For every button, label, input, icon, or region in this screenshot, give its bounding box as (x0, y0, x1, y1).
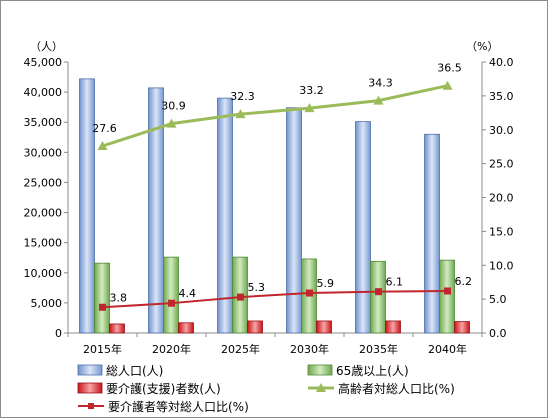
x-tick-label: 2030年 (290, 342, 329, 356)
legend-label-care-ratio: 要介護者等対総人口比(%) (108, 399, 249, 414)
bar-total-population (286, 107, 302, 334)
y-left-tick-label: 0 (55, 327, 62, 340)
legend-label-care-recipients: 要介護(支援)者数(人) (106, 381, 221, 396)
y-right-tick-label: 25.0 (489, 158, 514, 171)
marker-care-ratio (375, 288, 382, 296)
bar-65-plus (163, 256, 179, 334)
bar-care-recipients (316, 320, 332, 334)
bar-care-recipients (385, 320, 401, 334)
marker-elderly-ratio (442, 80, 453, 90)
y-right-tick-label: 20.0 (489, 192, 514, 205)
bar-total-population (148, 87, 164, 334)
y-left-tick-label: 15,000 (24, 237, 63, 250)
legend-swatch-65-plus (307, 364, 333, 376)
marker-care-ratio (306, 289, 313, 297)
x-ticks: 2015年 2020年 2025年 2030年 2035年 2040年 (67, 333, 483, 356)
bar-care-recipients (109, 323, 125, 334)
y-left-unit: （人） (30, 40, 63, 53)
line-care-ratio (102, 289, 448, 309)
legend-swatch-total-population (77, 364, 103, 376)
marker-care-ratio (168, 299, 175, 307)
y-left-tick-label: 40,000 (24, 86, 63, 99)
y-right-tick-label: 40.0 (489, 56, 514, 69)
data-label-elderly-ratio: 36.5 (437, 62, 462, 75)
bar-total-population (424, 133, 440, 334)
y-left-tick-label: 35,000 (24, 116, 63, 129)
marker-elderly-ratio (235, 109, 246, 119)
bar-65-plus (94, 262, 110, 334)
data-label-elderly-ratio: 27.6 (92, 122, 117, 135)
y-left-tick-label: 45,000 (24, 56, 63, 69)
x-tick-label: 2015年 (83, 342, 122, 356)
y-right-tick-label: 30.0 (489, 124, 514, 137)
y-right-tick-label: 35.0 (489, 90, 514, 103)
bar-care-recipients (247, 320, 263, 334)
bar-care-recipients (454, 321, 470, 334)
marker-elderly-ratio (97, 141, 108, 151)
data-label-care-ratio: 5.3 (248, 281, 266, 294)
bar-care-recipients (178, 322, 194, 334)
data-label-elderly-ratio: 32.3 (230, 90, 255, 103)
legend: 総人口(人) 65歳以上(人) 要介護(支援)者数(人) 高齢者対総人口比(%)… (77, 364, 455, 414)
data-label-care-ratio: 6.2 (455, 275, 473, 288)
marker-care-ratio (99, 303, 106, 311)
marker-elderly-ratio (166, 118, 177, 128)
legend-marker-elderly-ratio (316, 383, 326, 392)
data-label-care-ratio: 4.4 (179, 287, 197, 300)
y-right-tick-label: 10.0 (489, 259, 514, 272)
bar-65-plus (370, 260, 386, 334)
bar-total-population (355, 121, 371, 334)
x-tick-label: 2025年 (221, 342, 260, 356)
data-label-elderly-ratio: 30.9 (161, 100, 186, 113)
y-left-tick-label: 5,000 (31, 297, 63, 310)
y-left-tick-label: 10,000 (24, 267, 63, 280)
line-elderly-ratio (102, 84, 448, 148)
y-right-tick-label: 15.0 (489, 225, 514, 238)
y-left-tick-label: 20,000 (24, 207, 63, 220)
legend-marker-care-ratio (88, 403, 94, 409)
legend-label-65-plus: 65歳以上(人) (336, 364, 409, 378)
bars (79, 78, 470, 334)
y-right-ticks: 0.0 5.0 10.0 15.0 20.0 25.0 30.0 35.0 40.0 (482, 56, 514, 340)
y-left-ticks: 0 5,000 10,000 15,000 20,000 25,000 30,000 35,0… (24, 56, 68, 340)
bar-65-plus (439, 259, 455, 334)
data-label-elderly-ratio: 34.3 (368, 77, 393, 90)
legend-swatch-care-recipients (77, 382, 103, 394)
legend-label-elderly-ratio: 高齢者対総人口比(%) (338, 381, 455, 396)
data-label-care-ratio: 6.1 (386, 276, 404, 289)
x-tick-label: 2020年 (152, 342, 191, 356)
y-right-tick-label: 5.0 (489, 293, 507, 306)
data-label-elderly-ratio: 33.2 (299, 84, 324, 97)
x-tick-label: 2035年 (359, 342, 398, 356)
bar-total-population (217, 97, 233, 334)
y-right-unit: （%） (466, 40, 498, 53)
bar-total-population (79, 78, 95, 334)
marker-elderly-ratio (373, 95, 384, 105)
data-labels: 27.6 30.9 32.3 33.2 34.3 36.5 3.8 4.4 5.3 5.9 6.1 6… (92, 62, 472, 305)
marker-care-ratio (444, 287, 451, 295)
marker-elderly-ratio (304, 103, 315, 113)
data-label-care-ratio: 3.8 (110, 291, 128, 304)
x-tick-label: 2040年 (428, 342, 467, 356)
y-left-tick-label: 30,000 (24, 146, 63, 159)
legend-label-total-population: 総人口(人) (106, 364, 163, 378)
y-left-tick-label: 25,000 (24, 176, 63, 189)
lines (97, 80, 453, 311)
data-label-care-ratio: 5.9 (317, 277, 335, 290)
y-right-tick-label: 0.0 (489, 327, 507, 340)
marker-care-ratio (237, 293, 244, 301)
axes (67, 62, 483, 334)
